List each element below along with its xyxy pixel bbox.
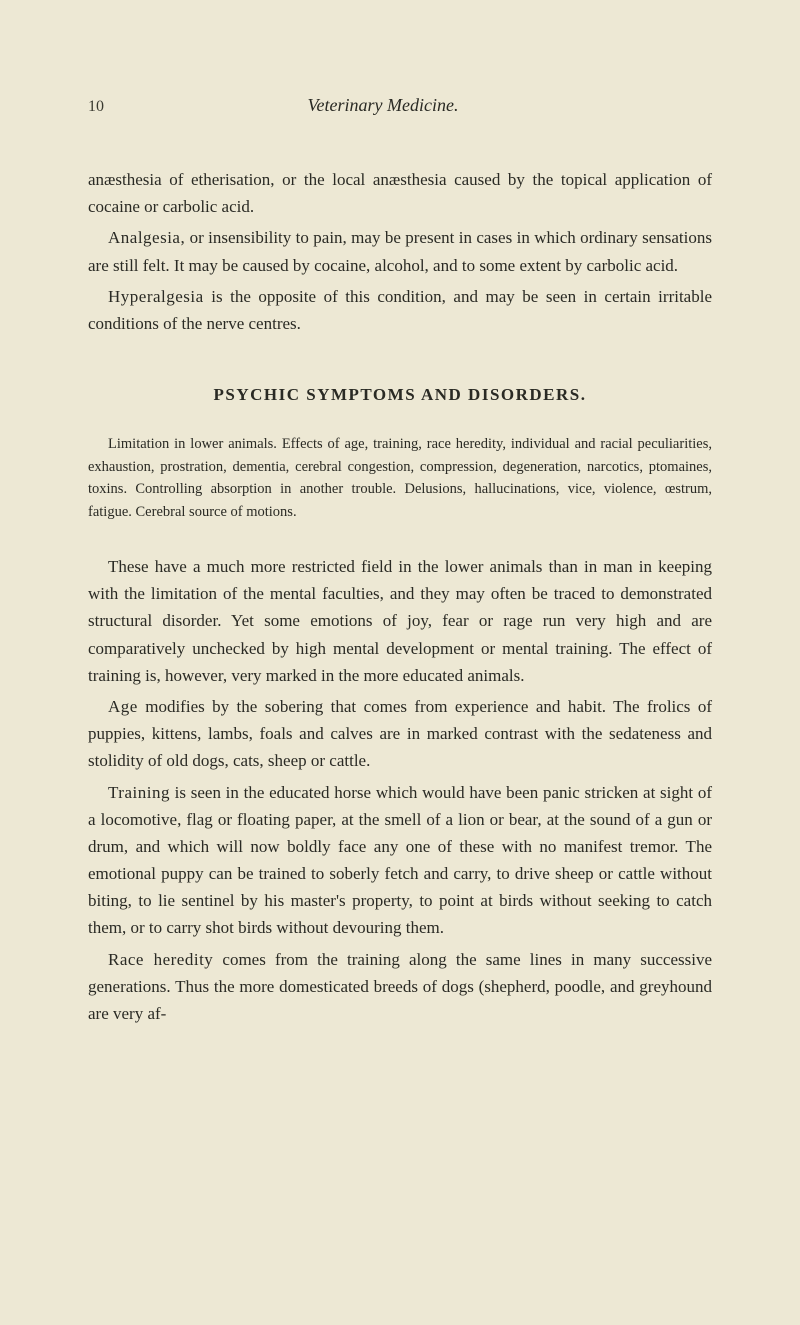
paragraph-continuation: anæsthesia of etherisation, or the local… [88, 166, 712, 220]
paragraph-age-text: modifies by the sobering that comes from… [88, 697, 712, 770]
paragraph-age: Age modifies by the sobering that comes … [88, 693, 712, 775]
term-hyperalgesia: Hyperalgesia [108, 287, 204, 306]
section-abstract: Limitation in lower animals. Effects of … [88, 433, 712, 523]
page-header: 10 Veterinary Medicine. [88, 95, 712, 116]
paragraph-training: Training is seen in the educated horse w… [88, 779, 712, 942]
term-analgesia: Analgesia, [108, 228, 185, 247]
paragraph-restricted-field: These have a much more restricted field … [88, 553, 712, 689]
term-age: Age [108, 697, 138, 716]
section-heading: PSYCHIC SYMPTOMS AND DISORDERS. [88, 385, 712, 405]
term-training: Training [108, 783, 170, 802]
term-race-heredity: Race heredity [108, 950, 213, 969]
paragraph-analgesia: Analgesia, or insensibility to pain, may… [88, 224, 712, 278]
paragraph-race-heredity: Race heredity comes from the training al… [88, 946, 712, 1028]
running-title: Veterinary Medicine. [74, 95, 692, 116]
paragraph-training-text: is seen in the educated horse which woul… [88, 783, 712, 938]
paragraph-hyperalgesia: Hyperalgesia is the opposite of this con… [88, 283, 712, 337]
